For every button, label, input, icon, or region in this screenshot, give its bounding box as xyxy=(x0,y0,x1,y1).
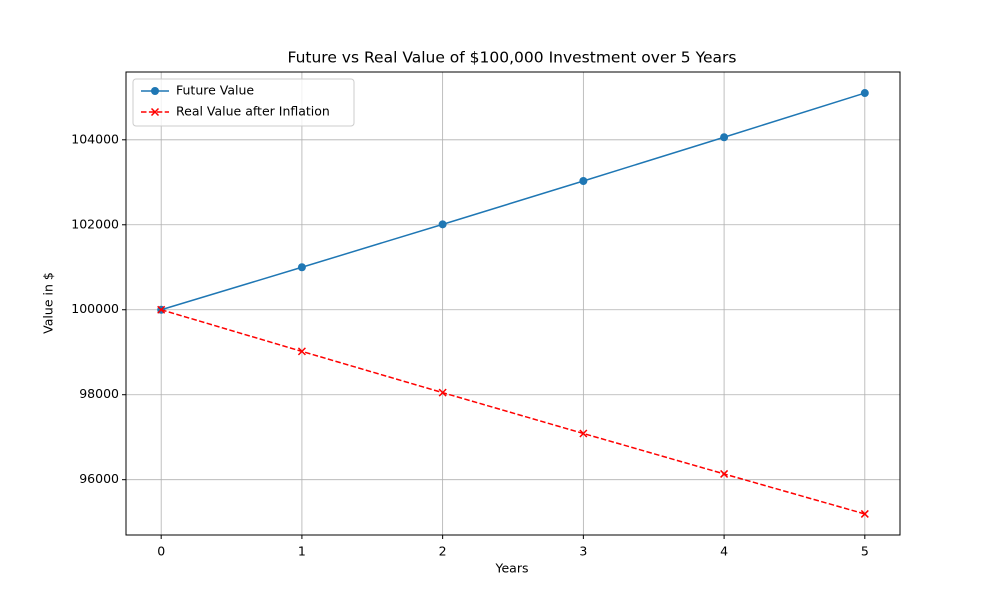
y-tick-label: 100000 xyxy=(71,301,119,316)
point xyxy=(438,388,447,397)
x-tick-label: 0 xyxy=(157,544,165,559)
point xyxy=(297,347,306,356)
point xyxy=(720,469,729,478)
y-tick-label: 98000 xyxy=(79,386,119,401)
point xyxy=(438,220,447,229)
point xyxy=(579,177,588,186)
x-tick-label: 3 xyxy=(579,544,587,559)
y-tick-label: 102000 xyxy=(71,216,119,231)
x-tick-label: 1 xyxy=(298,544,306,559)
axes-frame xyxy=(125,71,901,536)
y-axis-label: Value in $ xyxy=(41,272,56,334)
series-line xyxy=(160,92,866,311)
series-line xyxy=(160,309,866,515)
x-axis-label: Years xyxy=(495,561,529,576)
legend-box xyxy=(132,78,355,127)
legend-marker xyxy=(150,107,160,117)
x-tick-label: 4 xyxy=(720,544,728,559)
point xyxy=(579,429,588,438)
legend: Future Value Real Value after Inflation xyxy=(132,78,355,127)
legend-marker xyxy=(151,87,159,95)
grid xyxy=(126,72,900,535)
point xyxy=(297,263,306,272)
x-tick-label: 2 xyxy=(439,544,447,559)
point xyxy=(720,133,729,142)
legend-label: Real Value after Inflation xyxy=(176,104,330,119)
point xyxy=(860,509,869,518)
legend-label: Future Value xyxy=(176,83,254,98)
point xyxy=(860,89,869,98)
chart-title: Future vs Real Value of $100,000 Investm… xyxy=(288,49,737,67)
point xyxy=(157,305,166,314)
plot-area xyxy=(157,89,869,518)
x-tick-label: 5 xyxy=(861,544,869,559)
y-tick-label: 96000 xyxy=(79,471,119,486)
y-tick-label: 104000 xyxy=(71,131,119,146)
